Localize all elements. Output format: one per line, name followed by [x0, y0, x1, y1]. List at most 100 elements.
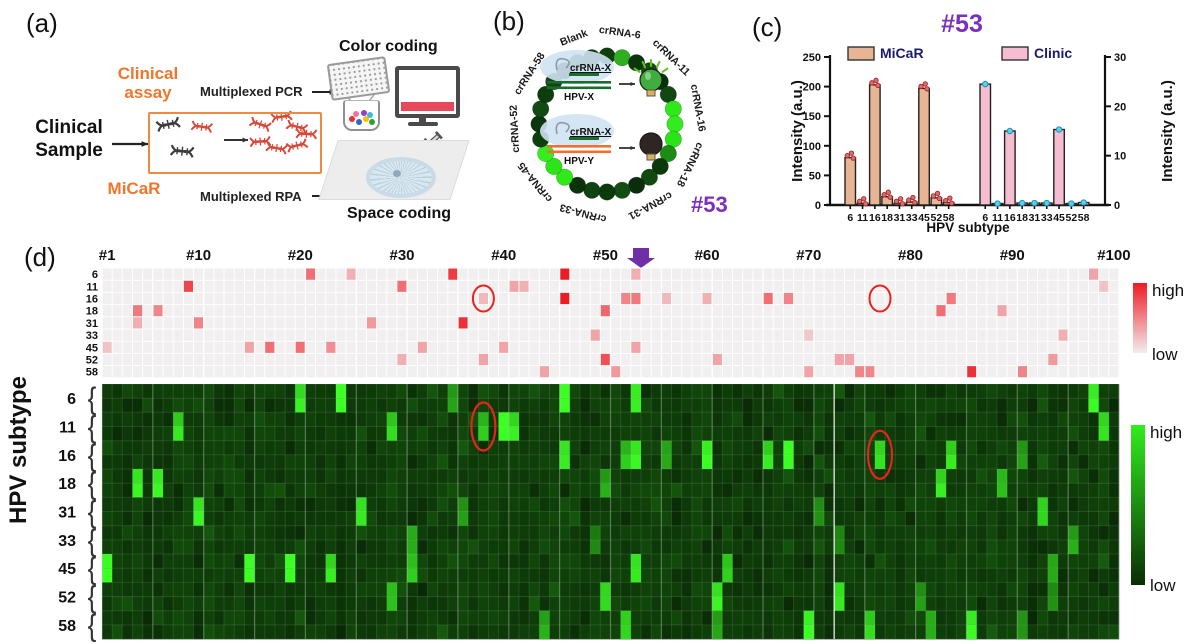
red-heatmap-cell	[590, 329, 601, 342]
green-heatmap-cell	[1058, 582, 1069, 597]
green-row-label: 16	[58, 448, 76, 465]
green-heatmap-cell	[651, 454, 662, 470]
green-heatmap-cell	[264, 483, 276, 498]
green-heatmap-cell	[356, 384, 367, 399]
green-heatmap-cell	[254, 568, 266, 583]
green-heatmap-cell	[254, 554, 266, 569]
green-heatmap-cell	[163, 539, 174, 555]
crrna-x-label: crRNA-X	[570, 63, 611, 74]
green-heatmap-cell	[488, 554, 499, 569]
green-heatmap-cell	[925, 525, 937, 541]
green-heatmap-cell	[315, 554, 327, 569]
ring-label: crRNA-33	[558, 201, 607, 225]
green-heatmap-cell	[366, 412, 377, 427]
green-heatmap-cell	[498, 582, 510, 597]
green-heatmap-cell	[468, 596, 479, 612]
green-bright-cell	[1037, 497, 1048, 512]
green-heatmap-cell	[549, 469, 560, 484]
green-bright-cell	[630, 554, 641, 569]
green-heatmap-cell	[681, 554, 693, 569]
green-heatmap-cell	[671, 511, 682, 526]
green-bright-cell	[834, 596, 845, 611]
green-heatmap-cell	[559, 596, 571, 612]
green-heatmap-cell	[651, 511, 662, 526]
green-bright-cell	[386, 426, 397, 441]
green-heatmap-cell	[132, 582, 143, 597]
red-heatmap-cell	[366, 316, 377, 329]
green-heatmap-cell	[519, 568, 530, 583]
green-heatmap-cell	[874, 582, 886, 597]
green-heatmap-cell	[742, 454, 754, 470]
green-heatmap-cell	[529, 412, 540, 427]
green-bright-cell	[946, 440, 957, 455]
green-heatmap-cell	[691, 610, 703, 626]
green-heatmap-cell	[346, 624, 357, 640]
green-heatmap-cell	[1098, 525, 1110, 541]
green-heatmap-cell	[519, 624, 530, 640]
green-heatmap-cell	[681, 525, 693, 541]
column-header: #10	[186, 247, 211, 264]
green-bright-cell	[559, 398, 570, 413]
green-heatmap-cell	[478, 497, 489, 512]
green-heatmap-cell	[315, 454, 327, 470]
green-heatmap-cell	[427, 426, 438, 441]
green-heatmap-cell	[1068, 454, 1079, 470]
green-heatmap-cell	[335, 426, 347, 441]
green-heatmap-cell	[468, 426, 479, 441]
green-heatmap-cell	[559, 624, 571, 640]
green-bright-cell	[193, 511, 204, 526]
green-heatmap-cell	[895, 497, 906, 512]
green-heatmap-cell	[132, 525, 143, 541]
green-heatmap-cell	[661, 610, 672, 626]
green-heatmap-cell	[346, 554, 357, 569]
green-heatmap-cell	[264, 497, 276, 512]
green-heatmap-cell	[244, 412, 255, 427]
green-heatmap-cell	[335, 568, 347, 583]
green-heatmap-cell	[620, 511, 632, 526]
green-heatmap-cell	[925, 497, 937, 512]
green-heatmap-cell	[813, 384, 825, 399]
green-heatmap-cell	[529, 384, 540, 399]
green-heatmap-cell	[722, 469, 733, 484]
green-heatmap-cell	[325, 596, 337, 612]
green-heatmap-cell	[1108, 582, 1120, 597]
green-heatmap-cell	[132, 624, 143, 640]
green-bright-cell	[559, 384, 570, 399]
green-heatmap-cell	[295, 568, 306, 583]
green-heatmap-cell	[681, 511, 693, 526]
green-heatmap-cell	[112, 469, 123, 484]
green-heatmap-cell	[102, 412, 113, 427]
data-point-micar	[936, 195, 943, 202]
right-tick-label: 30	[1114, 52, 1126, 64]
green-heatmap-cell	[864, 539, 876, 555]
green-heatmap-cell	[488, 469, 499, 484]
green-heatmap-cell	[132, 596, 143, 612]
green-heatmap-cell	[773, 554, 784, 569]
green-heatmap-cell	[234, 497, 245, 512]
green-heatmap-cell	[356, 483, 367, 498]
green-heatmap-cell	[457, 582, 469, 597]
green-heatmap-cell	[386, 511, 398, 526]
green-heatmap-cell	[1027, 568, 1038, 583]
green-heatmap-cell	[1027, 497, 1038, 512]
green-heatmap-cell	[773, 539, 784, 555]
green-heatmap-cell	[132, 398, 143, 413]
panel-b: crRNA-6 crRNA-11 crRNA-16 crRNA-18 crRNA-31 c…	[455, 0, 745, 240]
green-heatmap-cell	[956, 539, 967, 555]
green-heatmap-cell	[1017, 596, 1028, 612]
green-heatmap-cell	[651, 412, 662, 427]
green-heatmap-cell	[915, 398, 927, 413]
red-heatmap-cell	[559, 292, 570, 305]
green-heatmap-cell	[335, 454, 347, 470]
green-heatmap-cell	[152, 398, 164, 413]
green-heatmap-cell	[641, 539, 652, 555]
data-point-clinic	[982, 80, 989, 88]
green-heatmap-cell	[732, 525, 743, 541]
green-heatmap-cell	[905, 412, 916, 427]
green-heatmap-cell	[1027, 412, 1038, 427]
green-heatmap-cell	[600, 426, 611, 441]
green-heatmap-cell	[203, 398, 215, 413]
green-heatmap-cell	[1007, 596, 1018, 612]
green-heatmap-cell	[864, 483, 876, 498]
green-heatmap-cell	[274, 610, 286, 626]
